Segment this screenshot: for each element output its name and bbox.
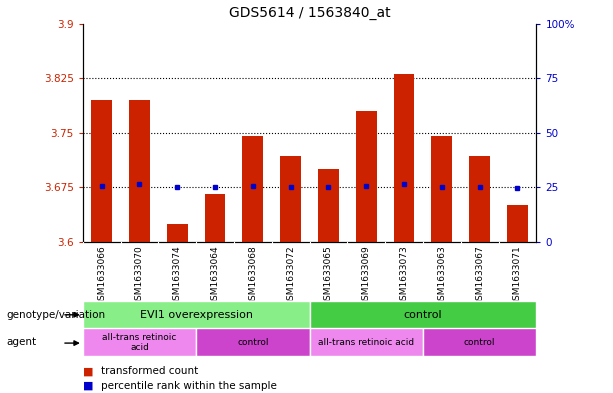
Text: control: control (464, 338, 495, 347)
Text: ■: ■ (83, 381, 93, 391)
Bar (470, 156, 490, 242)
Text: GSM1633071: GSM1633071 (513, 245, 522, 306)
Text: GSM1633067: GSM1633067 (475, 245, 484, 306)
Text: GSM1633063: GSM1633063 (437, 245, 446, 306)
Text: percentile rank within the sample: percentile rank within the sample (101, 381, 277, 391)
Bar (196, 328, 310, 356)
Bar (205, 195, 226, 242)
Bar (167, 224, 188, 242)
Bar (507, 206, 528, 242)
Bar (91, 100, 112, 242)
Bar (243, 136, 263, 242)
Text: genotype/variation: genotype/variation (6, 310, 105, 320)
Text: GSM1633073: GSM1633073 (400, 245, 409, 306)
Bar (423, 328, 536, 356)
Text: GSM1633068: GSM1633068 (248, 245, 257, 306)
Bar (432, 136, 452, 242)
Text: GSM1633066: GSM1633066 (97, 245, 106, 306)
Text: agent: agent (6, 337, 36, 347)
Bar (280, 156, 301, 242)
Bar (394, 75, 414, 242)
Text: GSM1633069: GSM1633069 (362, 245, 371, 306)
Text: GSM1633064: GSM1633064 (210, 245, 219, 306)
Text: ■: ■ (83, 366, 93, 376)
Bar (318, 169, 339, 242)
Bar (129, 100, 150, 242)
Text: control: control (237, 338, 268, 347)
Title: GDS5614 / 1563840_at: GDS5614 / 1563840_at (229, 6, 390, 20)
Bar (310, 301, 536, 328)
Text: GSM1633074: GSM1633074 (173, 245, 182, 306)
Text: GSM1633065: GSM1633065 (324, 245, 333, 306)
Text: all-trans retinoic acid: all-trans retinoic acid (318, 338, 414, 347)
Text: control: control (403, 310, 443, 320)
Text: all-trans retinoic
acid: all-trans retinoic acid (102, 332, 177, 352)
Bar (356, 111, 376, 242)
Bar (83, 328, 196, 356)
Text: GSM1633070: GSM1633070 (135, 245, 144, 306)
Text: GSM1633072: GSM1633072 (286, 245, 295, 306)
Text: transformed count: transformed count (101, 366, 199, 376)
Bar (83, 301, 310, 328)
Bar (310, 328, 423, 356)
Text: EVI1 overexpression: EVI1 overexpression (140, 310, 253, 320)
